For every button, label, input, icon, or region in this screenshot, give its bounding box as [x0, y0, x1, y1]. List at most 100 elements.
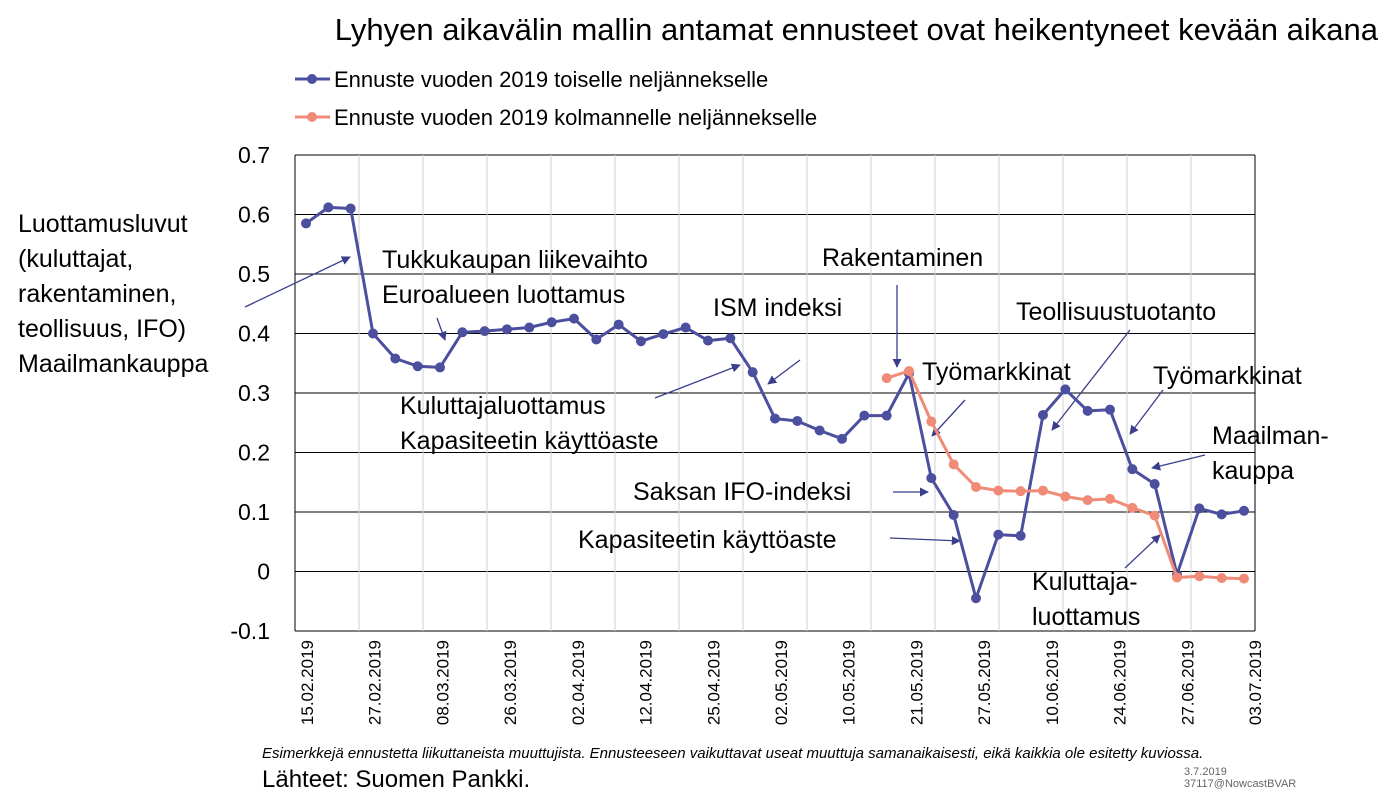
data-point: [1082, 405, 1093, 416]
data-point: [1239, 573, 1249, 584]
annotation-line: teollisuus, IFO): [18, 315, 186, 343]
data-point: [993, 485, 1004, 496]
series-layer: [301, 202, 1249, 604]
annotation-arrow: [436, 317, 447, 341]
x-tick-label: 24.06.2019: [1111, 640, 1130, 725]
legend-label: Ennuste vuoden 2019 toiselle neljännekse…: [334, 67, 768, 92]
data-point: [971, 482, 981, 493]
annotation-line: Työmarkkinat: [922, 358, 1071, 386]
data-point: [1194, 503, 1205, 514]
x-axis-tick-labels: 15.02.2019 27.02.2019 08.03.2019 26.03.2019…: [298, 640, 1265, 725]
data-point: [837, 433, 847, 444]
data-point: [435, 362, 445, 373]
data-point: [636, 336, 646, 347]
data-point: [1015, 530, 1026, 541]
annotation-tukkukauppa: Tukkukaupan liikevaihto Euroalueen luotta…: [382, 246, 648, 309]
data-point: [703, 335, 713, 346]
x-tick-label: 25.04.2019: [704, 640, 723, 725]
x-tick-label: 02.04.2019: [569, 640, 588, 725]
annotation-line: Luottamusluvut: [18, 210, 188, 238]
x-tick-label: 08.03.2019: [433, 640, 452, 725]
data-point: [881, 373, 892, 384]
data-point: [1105, 493, 1115, 504]
data-point: [747, 367, 758, 378]
annotation-arrow: [1151, 454, 1206, 471]
data-point: [345, 203, 356, 214]
data-point: [390, 353, 401, 364]
x-tick-label: 10.05.2019: [840, 640, 859, 725]
y-tick-label: 0.4: [238, 321, 270, 347]
annotation-maailmankauppa: Maailman-kauppa: [1212, 422, 1329, 485]
y-tick-label: 0.1: [238, 499, 270, 525]
annotation-line: Kapasiteetin käyttöaste: [578, 526, 837, 554]
data-point: [546, 317, 557, 328]
x-tick-label: 27.02.2019: [366, 640, 385, 725]
data-point: [1127, 502, 1138, 513]
data-point: [1038, 485, 1048, 496]
data-point: [1194, 571, 1205, 582]
annotation-line: Euroalueen luottamus: [382, 281, 625, 309]
annotation-teollisuustuotanto: Teollisuustuotanto: [1016, 298, 1216, 326]
annotation-line: Kapasiteetin käyttöaste: [400, 427, 659, 455]
annotation-arrow: [767, 359, 801, 385]
legend-swatch-marker: [307, 112, 317, 122]
source-note: Lähteet: Suomen Pankki.: [262, 766, 531, 793]
annotation-line: Kuluttajaluottamus: [400, 392, 606, 420]
x-tick-label: 10.06.2019: [1043, 640, 1062, 725]
data-point: [1038, 410, 1048, 421]
data-point: [948, 509, 959, 520]
x-tick-label: 03.07.2019: [1246, 640, 1265, 725]
y-tick-label: 0.2: [238, 440, 270, 466]
data-point: [814, 425, 825, 436]
y-tick-label: 0.3: [238, 380, 270, 406]
data-point: [881, 410, 892, 421]
stamp-code: 37117@NowcastBVAR: [1184, 778, 1297, 790]
annotation-line: ISM indeksi: [713, 294, 842, 322]
stamp-date: 3.7.2019: [1184, 766, 1227, 778]
data-point: [524, 322, 535, 333]
annotation-kapasiteetti: Kapasiteetin käyttöaste: [578, 526, 837, 554]
data-point: [502, 324, 512, 335]
data-point: [926, 473, 937, 484]
data-point: [926, 416, 937, 427]
data-point: [1149, 479, 1160, 490]
annotation-line: Tukkukaupan liikevaihto: [382, 246, 648, 274]
legend-label: Ennuste vuoden 2019 kolmannelle neljänne…: [334, 105, 817, 130]
data-point: [993, 529, 1004, 540]
data-point: [948, 459, 959, 470]
data-point: [1216, 509, 1227, 520]
data-point: [457, 327, 468, 338]
data-point: [971, 593, 981, 604]
data-point: [770, 413, 780, 424]
x-tick-label: 12.04.2019: [637, 640, 656, 725]
data-point: [792, 415, 803, 426]
chart-stamp: 3.7.2019 37117@NowcastBVAR: [1184, 766, 1296, 790]
x-tick-label: 26.03.2019: [501, 640, 520, 725]
annotation-line: luottamus: [1032, 603, 1140, 631]
annotation-line: Kuluttaja-: [1032, 568, 1138, 596]
annotation-arrow: [1051, 329, 1131, 431]
x-tick-label: 27.05.2019: [975, 640, 994, 725]
y-axis-tick-labels: 0.7 0.6 0.5 0.4 0.3 0.2 0.1 0 -0.1: [230, 142, 270, 644]
data-point: [479, 326, 490, 337]
x-tick-label: 02.05.2019: [772, 640, 791, 725]
legend: Ennuste vuoden 2019 toiselle neljännekse…: [295, 67, 817, 130]
y-tick-label: 0.7: [238, 142, 270, 168]
data-point: [1015, 486, 1026, 497]
annotation-line: (kuluttajat,: [18, 245, 133, 273]
annotation-arrow: [244, 256, 351, 308]
annotation-arrow: [1124, 534, 1161, 569]
annotation-arrow: [1129, 389, 1164, 435]
chart-title: Lyhyen aikavälin mallin antamat ennustee…: [334, 12, 1378, 47]
annotation-line: Maailman-: [1212, 422, 1329, 450]
annotation-line: Työmarkkinat: [1153, 362, 1302, 390]
annotation-line: Teollisuustuotanto: [1016, 298, 1216, 326]
annotations: Luottamusluvut (kuluttajat, rakentaminen, t…: [18, 210, 1329, 631]
data-point: [1216, 573, 1227, 584]
legend-swatch-marker: [307, 74, 317, 84]
annotation-line: Saksan IFO-indeksi: [633, 478, 851, 506]
y-tick-label: 0.5: [238, 261, 270, 287]
data-point: [859, 410, 870, 421]
annotation-tyomarkkinat2: Työmarkkinat: [1153, 362, 1302, 390]
x-tick-label: 21.05.2019: [907, 640, 926, 725]
